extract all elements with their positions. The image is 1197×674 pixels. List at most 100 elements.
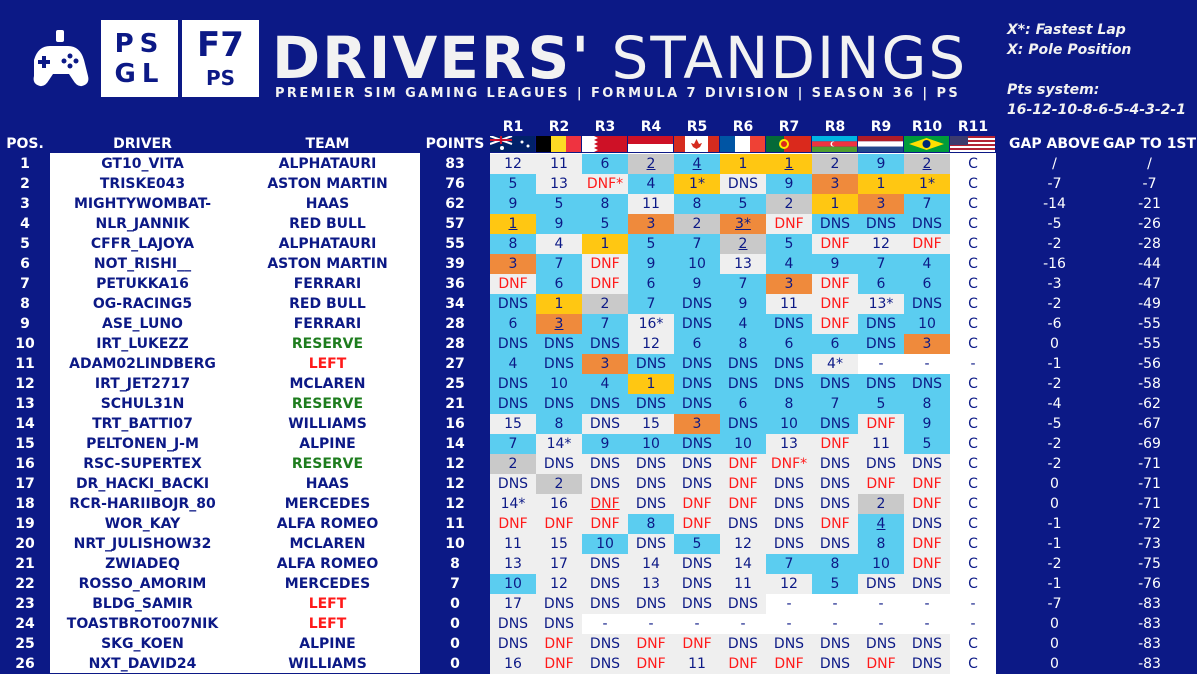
race-result-r4: DNS (628, 474, 674, 494)
driver-name: DR_HACKI_BACKI (75, 476, 210, 492)
points-cell: 8 (450, 556, 460, 572)
gap-above-cell: -1 (1047, 576, 1062, 592)
race-result-r3: 1 (582, 234, 628, 254)
race-result-r4: 12 (628, 334, 674, 354)
race-result-r1: DNS (490, 614, 536, 634)
race-result-r7: 10 (766, 414, 812, 434)
race-result-r11: C (950, 534, 996, 554)
position-cell: 22 (15, 576, 35, 592)
gap-above-cell: -1 (1047, 516, 1062, 532)
team-name: ASTON MARTIN (267, 256, 388, 272)
race-result-r8: DNF (812, 434, 858, 454)
race-result-r2: DNS (536, 594, 582, 614)
race-header-r11: R11 (957, 119, 989, 135)
gap-to-first-cell: -58 (1138, 376, 1161, 392)
gap-above-cell: -2 (1047, 436, 1062, 452)
canada-flag-icon (674, 136, 719, 152)
driver-name: TRISKE043 (99, 176, 186, 192)
race-result-r11: C (950, 274, 996, 294)
table-row: 8 OG-RACING5 RED BULL 34 DNS 1 2 7 DNS 9 11 DNF 13* D… (0, 294, 1197, 314)
race-result-r11: - (950, 354, 996, 374)
gap-to-first-cell: -26 (1138, 216, 1161, 232)
gap-to-first-cell: -21 (1138, 196, 1161, 212)
race-result-r1: 16 (490, 654, 536, 674)
france-flag-icon (720, 136, 765, 152)
race-result-r3: DNS (582, 394, 628, 414)
race-result-r4: DNS (628, 394, 674, 414)
race-result-r1: DNS (490, 374, 536, 394)
position-cell: 17 (15, 476, 35, 492)
position-cell: 10 (15, 336, 35, 352)
race-result-r2: DNS (536, 334, 582, 354)
race-result-r4: 15 (628, 414, 674, 434)
f7-logo: F7 PS (182, 20, 259, 97)
table-row: 21 ZWIADEQ ALFA ROMEO 8 13 17 DNS 14 DNS 14 7 8 10 DN… (0, 554, 1197, 574)
race-result-r6: 12 (720, 534, 766, 554)
table-row: 18 RCR-HARIIBOJR_80 MERCEDES 12 14* 16 DNF DNS D… (0, 494, 1197, 514)
race-result-r9: 3 (858, 194, 904, 214)
position-cell: 15 (15, 436, 35, 452)
driver-name: NRT_JULISHOW32 (73, 536, 212, 552)
team-name: WILLIAMS (288, 656, 367, 672)
position-cell: 3 (20, 196, 30, 212)
points-cell: 21 (445, 396, 465, 412)
page-title: DRIVERS' STANDINGS (272, 26, 967, 90)
table-row: 10 IRT_LUKEZZ RESERVE 28 DNS DNS DNS 12 6 8 6 6 DNS 3… (0, 334, 1197, 354)
team-name: LEFT (308, 596, 347, 612)
race-result-r4: 10 (628, 434, 674, 454)
race-result-r4: 7 (628, 294, 674, 314)
points-cell: 0 (450, 596, 460, 612)
race-result-r7: DNF* (766, 454, 812, 474)
position-cell: 20 (15, 536, 35, 552)
driver-name: GT10_VITA (101, 156, 184, 172)
race-result-r3: 8 (582, 194, 628, 214)
points-cell: 34 (445, 296, 465, 312)
race-result-r2: DNS (536, 394, 582, 414)
race-result-r10: DNS (904, 514, 950, 534)
gap-above-cell: -2 (1047, 456, 1062, 472)
race-result-r2: DNF (536, 634, 582, 654)
race-result-r11: C (950, 654, 996, 674)
race-result-r7: 4 (766, 254, 812, 274)
race-result-r10: 2 (904, 154, 950, 174)
race-result-r5: 8 (674, 194, 720, 214)
gap-above-cell: -14 (1043, 196, 1066, 212)
race-result-r10: 10 (904, 314, 950, 334)
psgl-logo: PS GL (101, 20, 178, 97)
race-result-r5: 1* (674, 174, 720, 194)
gap-to-first-cell: -83 (1138, 596, 1161, 612)
race-result-r4: 9 (628, 254, 674, 274)
race-result-r10: DNS (904, 374, 950, 394)
gamepad-logo (20, 20, 97, 97)
race-result-r11: C (950, 494, 996, 514)
race-result-r10: DNF (904, 534, 950, 554)
race-result-r2: 6 (536, 274, 582, 294)
race-result-r5: DNS (674, 554, 720, 574)
table-row: 9 ASE_LUNO FERRARI 28 6 3 7 16* DNS 4 DNS DNF DNS 10 C… (0, 314, 1197, 334)
header-gap-above: GAP ABOVE (1009, 136, 1100, 152)
race-result-r2: DNS (536, 354, 582, 374)
gap-to-first-cell: -83 (1138, 636, 1161, 652)
race-result-r6: 14 (720, 554, 766, 574)
race-result-r6: 1 (720, 154, 766, 174)
race-result-r1: 5 (490, 174, 536, 194)
race-result-r7: DNS (766, 354, 812, 374)
race-result-r2: 3 (536, 314, 582, 334)
legend-pts-label: Pts system: (1007, 82, 1100, 98)
bahrain-flag-icon (582, 136, 627, 152)
race-result-r9: DNF (858, 414, 904, 434)
driver-name: PETUKKA16 (96, 276, 189, 292)
race-result-r10: - (904, 594, 950, 614)
table-row: 13 SCHUL31N RESERVE 21 DNS DNS DNS DNS DNS 6 8 7 5 8 C… (0, 394, 1197, 414)
points-cell: 36 (445, 276, 465, 292)
driver-name: IRT_LUKEZZ (96, 336, 189, 352)
race-header-r6: R6 (732, 119, 754, 135)
race-result-r9: DNS (858, 374, 904, 394)
race-header-r8: R8 (824, 119, 846, 135)
race-result-r2: DNS (536, 454, 582, 474)
race-result-r10: DNS (904, 294, 950, 314)
race-result-r10: 1* (904, 174, 950, 194)
race-result-r4: 13 (628, 574, 674, 594)
race-result-r10: DNS (904, 454, 950, 474)
position-cell: 6 (20, 256, 30, 272)
